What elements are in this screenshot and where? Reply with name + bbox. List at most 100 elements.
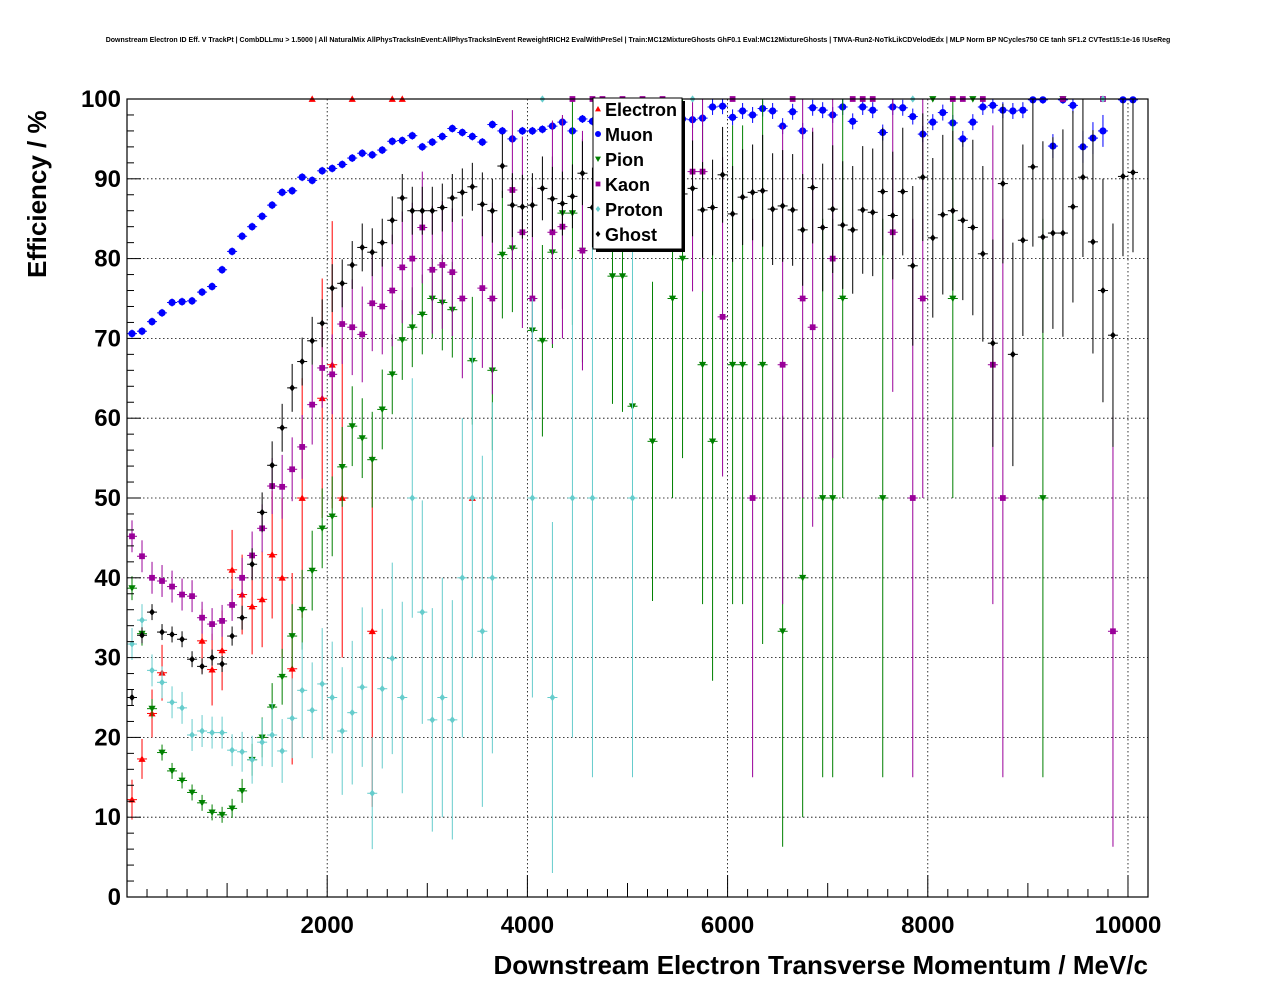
data-point <box>288 633 296 640</box>
data-point <box>869 106 877 114</box>
data-point <box>1009 350 1016 358</box>
data-point <box>258 212 266 220</box>
data-point <box>709 203 716 212</box>
data-point <box>158 749 166 757</box>
data-point <box>799 574 807 582</box>
data-point <box>139 631 145 639</box>
y-tick-label: 100 <box>81 86 121 113</box>
data-point <box>779 202 786 210</box>
data-point <box>408 132 416 140</box>
data-point <box>238 232 246 240</box>
data-point <box>289 714 296 722</box>
data-point <box>809 183 816 192</box>
data-point <box>1070 203 1076 211</box>
legend-entry-muon: Muon <box>595 125 653 145</box>
data-point <box>379 239 386 247</box>
data-point <box>789 206 796 214</box>
data-point <box>368 627 376 635</box>
data-point <box>1100 286 1106 295</box>
data-point <box>199 662 205 670</box>
data-point <box>439 262 446 268</box>
legend-label: Pion <box>605 150 644 170</box>
data-point <box>509 201 516 209</box>
data-point <box>718 102 727 110</box>
data-point <box>488 120 496 129</box>
data-point <box>528 127 536 135</box>
data-point <box>999 495 1006 501</box>
data-point <box>339 279 346 287</box>
data-point <box>219 660 225 668</box>
data-point <box>909 262 916 270</box>
data-point <box>819 106 827 114</box>
data-point <box>438 132 446 141</box>
series-proton <box>127 95 1108 874</box>
data-point <box>268 201 276 209</box>
data-point <box>328 513 336 520</box>
legend-marker <box>595 156 601 162</box>
data-point <box>449 716 456 724</box>
data-point <box>699 206 706 214</box>
data-point <box>188 297 196 305</box>
data-point <box>819 495 827 502</box>
data-point <box>369 789 376 797</box>
data-point <box>1039 96 1047 104</box>
data-point <box>549 693 556 702</box>
data-point <box>189 593 195 600</box>
data-point <box>259 738 266 746</box>
data-point <box>318 525 326 532</box>
data-point <box>358 149 366 157</box>
data-point <box>739 193 746 201</box>
legend-label: Kaon <box>605 175 650 195</box>
data-point <box>529 201 536 209</box>
data-point <box>719 313 726 320</box>
data-point <box>1110 628 1116 635</box>
data-point <box>408 324 416 331</box>
data-point <box>749 188 756 196</box>
data-point <box>228 805 236 813</box>
data-point <box>1040 233 1046 241</box>
data-point <box>238 787 246 795</box>
data-point <box>939 108 947 117</box>
data-point <box>368 456 376 464</box>
data-point <box>289 466 296 473</box>
data-point <box>398 337 406 344</box>
legend-label: Muon <box>605 125 653 145</box>
data-point <box>479 200 486 208</box>
data-point <box>309 401 316 408</box>
data-point <box>249 756 256 764</box>
data-point <box>279 483 286 490</box>
data-point <box>218 266 226 274</box>
legend-entry-ghost: Ghost <box>595 225 657 245</box>
data-point <box>428 138 436 146</box>
data-point <box>129 640 135 648</box>
data-point <box>578 115 587 123</box>
data-point <box>869 208 876 216</box>
data-point <box>359 331 366 338</box>
data-point <box>839 295 847 303</box>
legend-marker <box>595 131 601 137</box>
data-point <box>349 709 356 717</box>
data-point <box>809 104 817 112</box>
data-point <box>338 160 346 169</box>
y-tick-label: 10 <box>94 804 121 831</box>
data-point <box>188 789 196 797</box>
data-point <box>198 288 206 296</box>
legend-label: Ghost <box>605 225 657 245</box>
data-point <box>539 184 546 192</box>
legend-entry-kaon: Kaon <box>595 175 650 195</box>
data-point <box>339 727 346 735</box>
data-point <box>979 103 987 111</box>
data-point <box>739 107 747 115</box>
data-point <box>349 261 356 269</box>
y-axis-title: Efficiency / % <box>22 110 52 278</box>
data-point <box>239 748 245 756</box>
data-point <box>389 654 396 662</box>
data-point <box>459 574 466 582</box>
data-point <box>989 339 996 347</box>
data-point <box>949 295 957 303</box>
data-point <box>178 777 186 785</box>
data-point <box>429 207 436 215</box>
data-point <box>319 319 326 327</box>
data-point <box>218 811 226 819</box>
data-point <box>538 125 547 133</box>
